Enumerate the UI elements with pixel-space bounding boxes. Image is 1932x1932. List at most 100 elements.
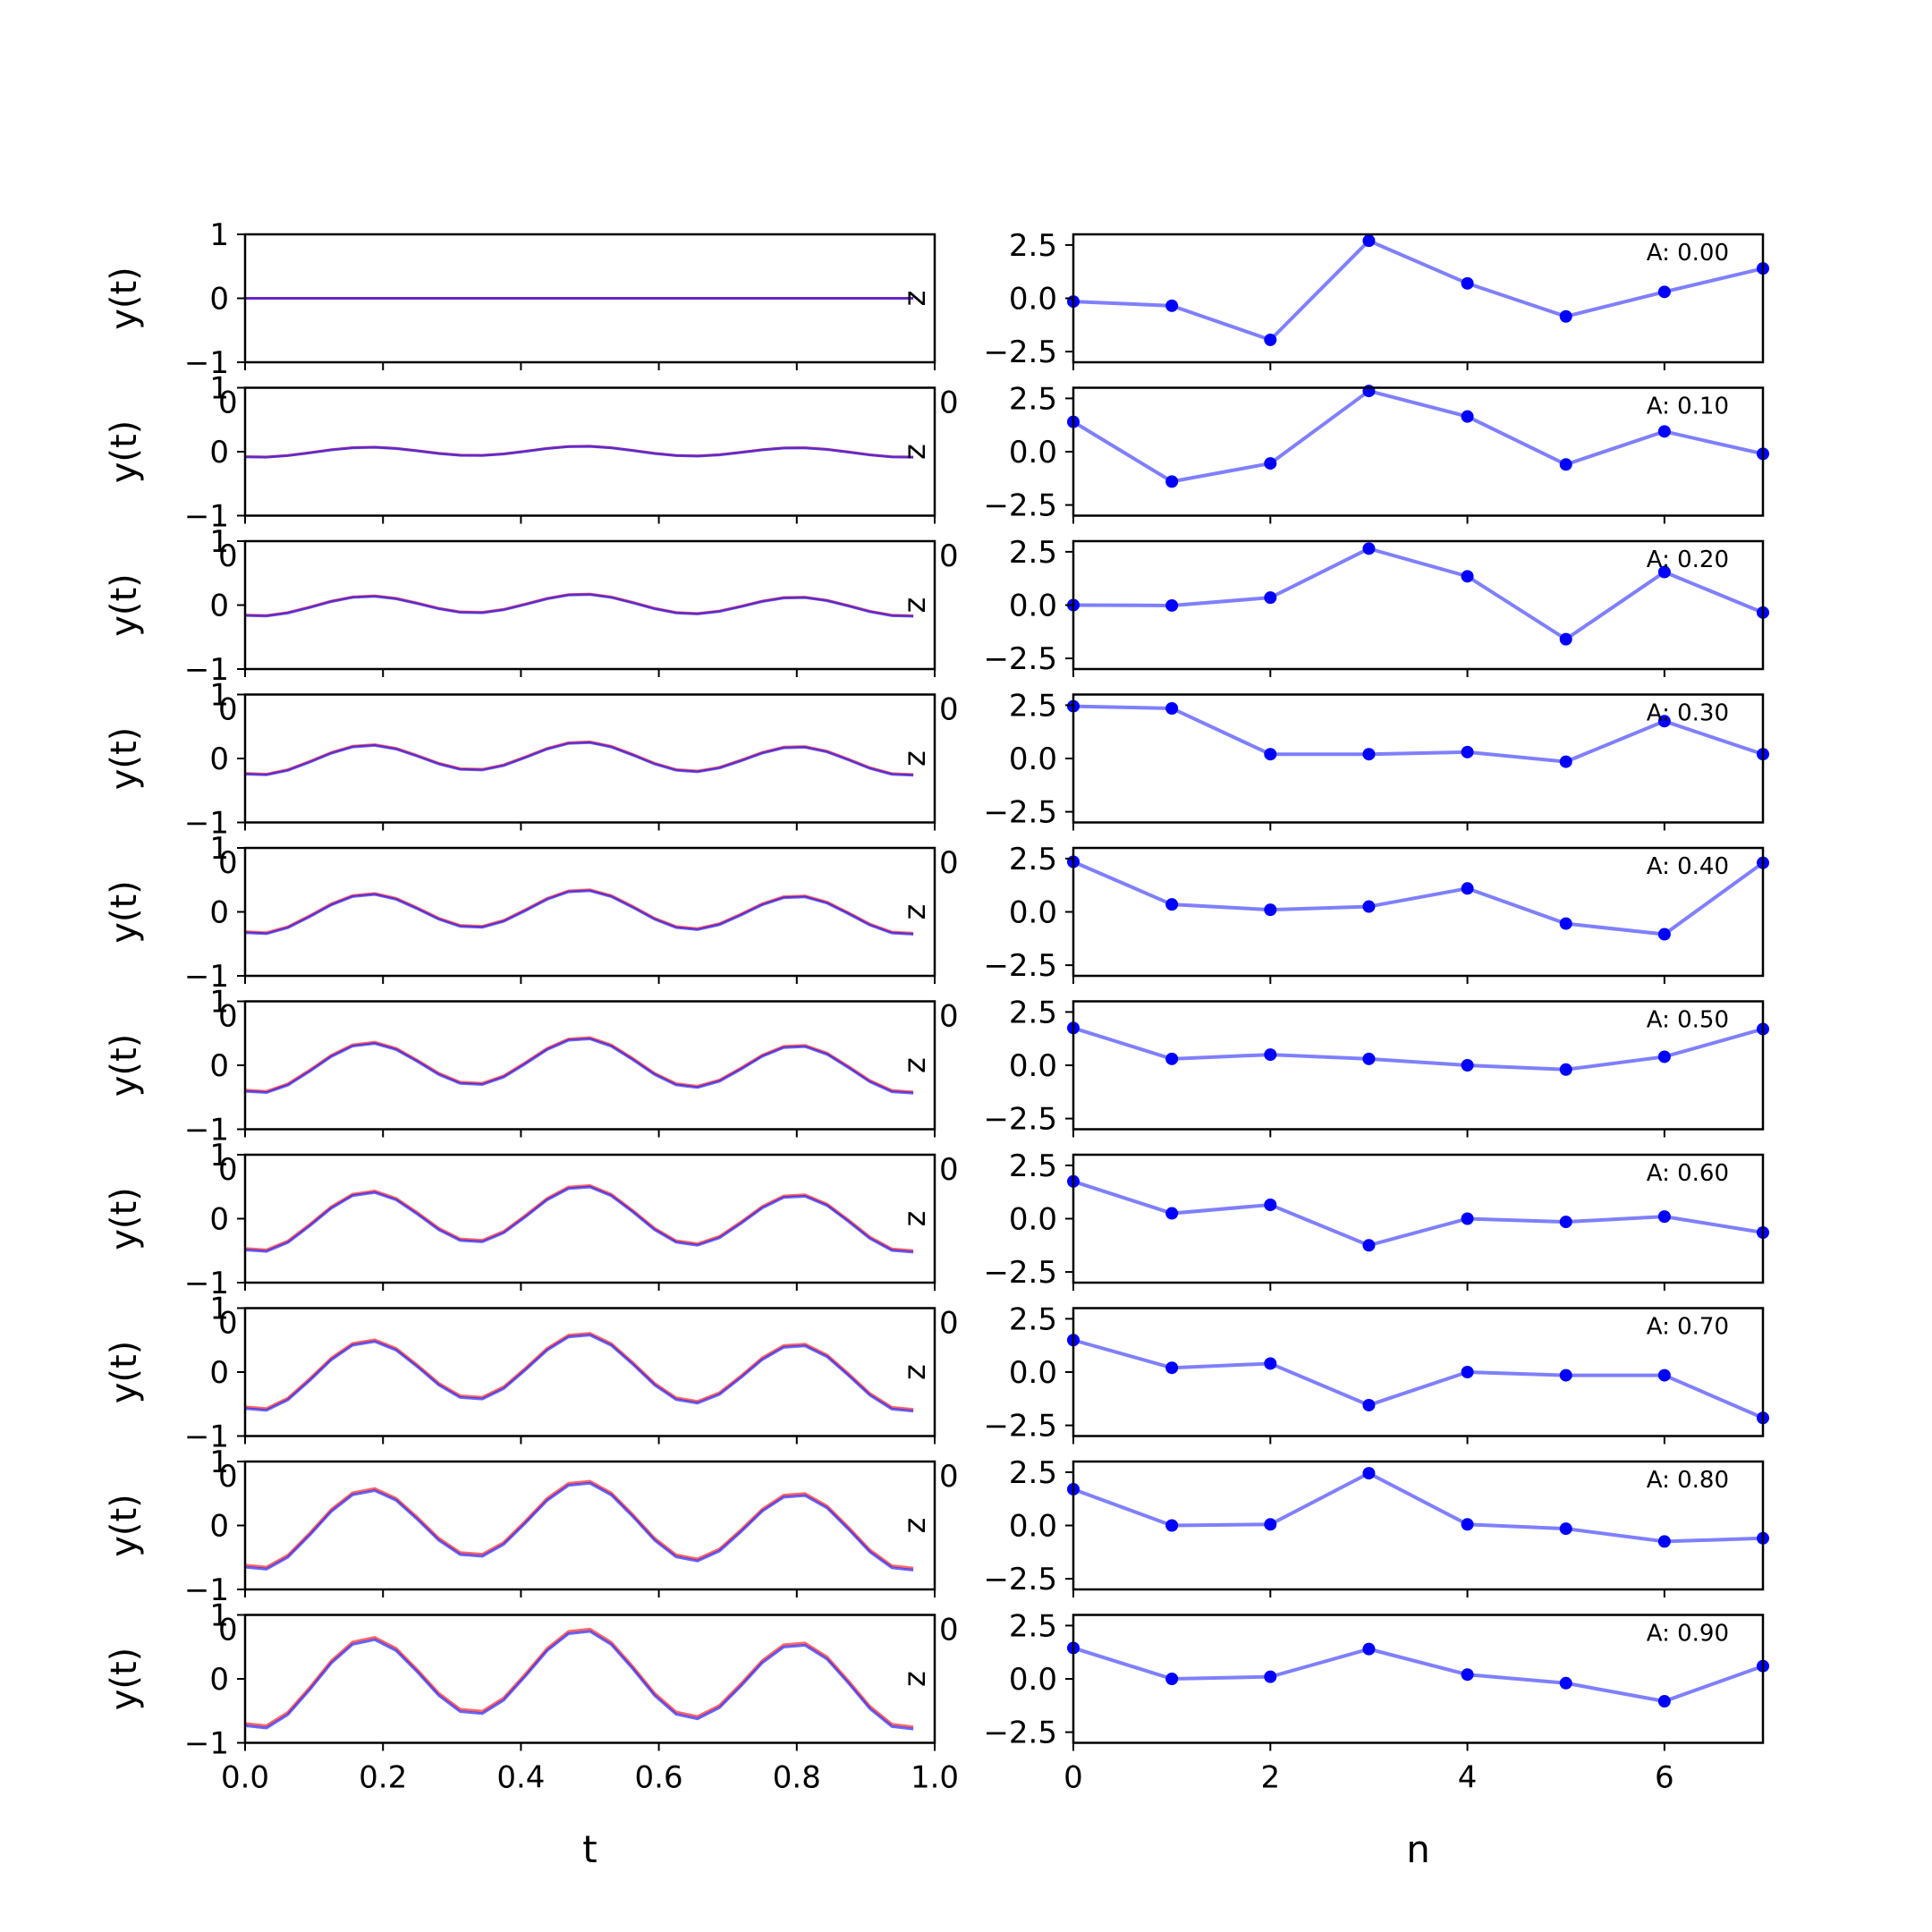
data-point (1461, 1518, 1474, 1531)
right-y-tick-label: −2.5 (983, 795, 1057, 831)
left-y-tick-label: 1 (209, 985, 229, 1021)
left-y-tick-label: 1 (209, 1445, 229, 1480)
data-point (1461, 1059, 1474, 1072)
left-y-tick-label: 0 (209, 741, 229, 777)
data-point (1461, 745, 1474, 758)
data-point (1657, 1050, 1671, 1063)
signal-line-blue (244, 1334, 914, 1413)
signal-line-blue (244, 445, 914, 459)
left-y-axis-label: y(t) (104, 420, 145, 484)
signal-line-red (244, 1627, 914, 1729)
mid-overlay-tick-text: 0 (939, 386, 959, 421)
right-y-tick-label: 2.5 (1009, 1455, 1057, 1491)
left-y-tick-label: 0 (209, 589, 229, 624)
signal-line-blue (244, 1185, 914, 1254)
right-y-tick-label: −2.5 (983, 641, 1057, 677)
left-axes-frame (243, 1614, 936, 1744)
mid-overlay-tick-text: 0 (939, 1459, 959, 1495)
data-point (1657, 565, 1671, 579)
signal-line-red (244, 1332, 914, 1411)
left-overlay-tick-text: 0 (218, 999, 238, 1035)
edge-z-label: z (897, 291, 933, 307)
left-x-tick-label: 0.2 (359, 1760, 407, 1796)
mid-overlay-tick-text: 0 (939, 1306, 959, 1342)
series-line (1072, 704, 1764, 764)
right-y-tick-label: −2.5 (983, 948, 1057, 984)
data-point (1362, 748, 1376, 761)
data-point (1362, 234, 1376, 248)
left-y-axis-label: y(t) (104, 1648, 145, 1711)
data-point (1264, 333, 1277, 346)
data-point (1264, 591, 1277, 605)
data-point (1461, 410, 1474, 423)
left-y-axis-label: y(t) (104, 1341, 145, 1404)
signal-line-blue (244, 741, 914, 777)
left-y-tick-label: −1 (184, 345, 229, 381)
right-y-tick-label: 0.0 (1009, 1202, 1057, 1238)
left-y-tick-label: 0 (209, 1509, 229, 1545)
left-y-axis-label: y(t) (104, 727, 145, 791)
left-overlay-tick-text: 0 (218, 692, 238, 728)
right-y-tick-label: 2.5 (1009, 1301, 1057, 1337)
data-point (1362, 1467, 1376, 1480)
mid-overlay-tick-text: 0 (939, 1152, 959, 1188)
left-overlay-tick-text: 0 (218, 845, 238, 881)
mid-overlay-tick-text: 0 (939, 845, 959, 881)
data-point (1559, 632, 1572, 646)
data-point (1362, 1052, 1376, 1065)
left-y-tick-label: 0 (209, 1202, 229, 1238)
data-point (1362, 1398, 1376, 1411)
data-point (1657, 1695, 1671, 1708)
signal-line-blue (244, 889, 914, 936)
data-point (1165, 475, 1179, 488)
data-point (1264, 1357, 1277, 1370)
left-overlay-tick-text: 0 (218, 1306, 238, 1342)
edge-z-label: z (897, 750, 933, 767)
data-point (1559, 755, 1572, 768)
left-y-tick-label: 1 (209, 217, 229, 253)
left-y-tick-label: −1 (184, 1266, 229, 1301)
left-y-tick-label: 1 (209, 524, 229, 560)
right-y-tick-label: 2.5 (1009, 842, 1057, 877)
left-y-tick-label: −1 (184, 652, 229, 688)
data-point (1559, 1063, 1572, 1076)
amplitude-label: A: 0.70 (1647, 1314, 1729, 1341)
amplitude-label: A: 0.60 (1647, 1160, 1729, 1187)
right-y-tick-label: −2.5 (983, 1255, 1057, 1291)
data-point (1559, 309, 1572, 323)
left-x-axis-label: t (582, 1827, 597, 1871)
data-point (1461, 1212, 1474, 1225)
data-point (1264, 903, 1277, 917)
data-point (1657, 715, 1671, 728)
right-y-tick-label: 0.0 (1009, 1355, 1057, 1391)
left-axes-frame (243, 386, 936, 517)
left-overlay-tick-text: 0 (218, 386, 238, 421)
right-y-tick-label: 2.5 (1009, 535, 1057, 571)
left-y-tick-label: −1 (184, 1419, 229, 1455)
left-y-axis-label: y(t) (104, 573, 145, 637)
left-axes-frame (243, 846, 936, 978)
data-point (1264, 1199, 1277, 1212)
data-point (1264, 748, 1277, 761)
right-x-axis-label: n (1406, 1827, 1430, 1871)
right-y-tick-label: −2.5 (983, 335, 1057, 370)
left-y-tick-label: 0 (209, 1048, 229, 1084)
left-x-tick-label: 1.0 (911, 1760, 959, 1796)
data-point (1165, 701, 1179, 715)
left-y-axis-label: y(t) (104, 1494, 145, 1557)
amplitude-label: A: 0.50 (1647, 1007, 1729, 1034)
data-point (1165, 1361, 1179, 1375)
data-point (1559, 1216, 1572, 1229)
edge-z-label: z (897, 597, 933, 614)
left-y-tick-label: −1 (184, 959, 229, 995)
right-y-tick-label: 2.5 (1009, 228, 1057, 264)
data-point (1657, 1535, 1671, 1548)
data-point (1165, 1519, 1179, 1532)
signal-line-red (244, 1036, 914, 1094)
data-point (1362, 1239, 1376, 1252)
left-x-tick-label: 0.8 (773, 1760, 821, 1796)
left-y-tick-label: 1 (209, 1292, 229, 1327)
data-point (1362, 900, 1376, 913)
edge-z-label: z (897, 444, 933, 460)
left-y-tick-label: 1 (209, 1598, 229, 1634)
